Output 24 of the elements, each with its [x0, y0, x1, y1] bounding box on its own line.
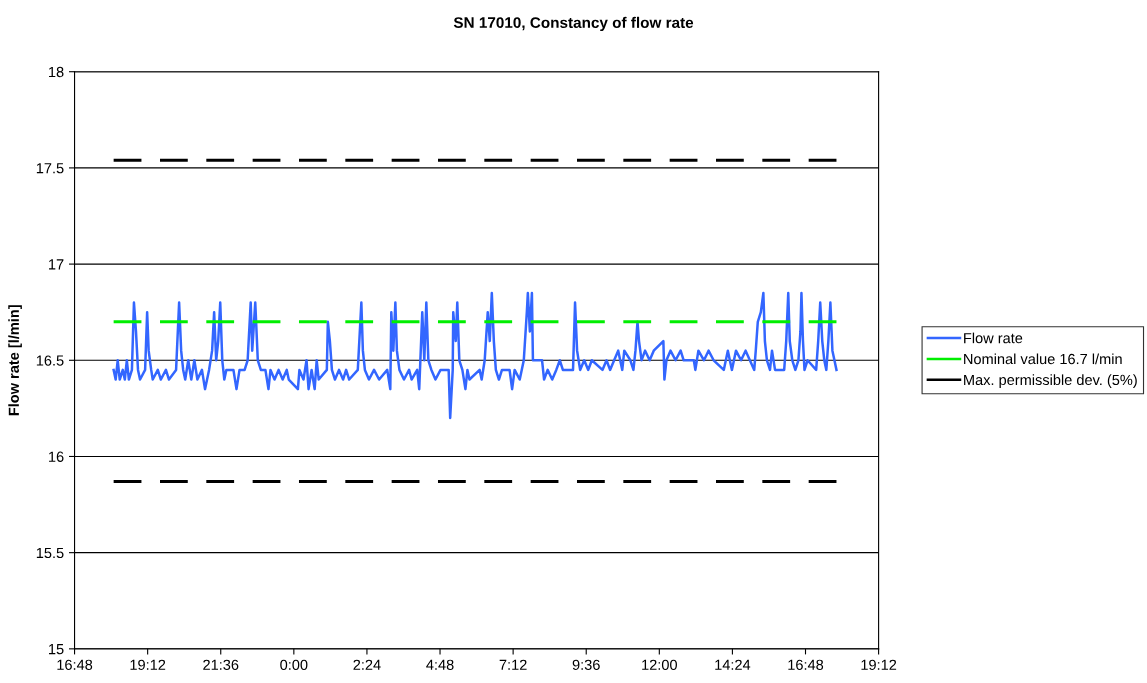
y-axis-title: Flow rate [l/min] — [8, 305, 22, 416]
y-tick-label: 16 — [49, 451, 64, 462]
legend-label: Nominal value 16.7 l/min — [964, 353, 1122, 365]
legend-label: Max. permissible dev. (5%) — [964, 374, 1137, 388]
x-tick-label: 7:12 — [499, 659, 527, 670]
y-tick-label: 16.5 — [36, 355, 64, 366]
x-tick-label: 16:48 — [57, 659, 93, 670]
y-tick-label: 15 — [49, 644, 64, 655]
x-tick-label: 19:12 — [130, 659, 166, 670]
x-tick-label: 21:36 — [203, 659, 239, 670]
y-tick-label: 17 — [49, 259, 64, 270]
x-tick-label: 19:12 — [861, 659, 897, 670]
x-tick-label: 14:24 — [715, 659, 751, 670]
x-tick-label: 4:48 — [426, 659, 454, 670]
x-tick-label: 2:24 — [353, 659, 381, 670]
chart-title: SN 17010, Constancy of flow rate — [453, 16, 694, 32]
legend-label: Flow rate — [964, 332, 1023, 344]
x-tick-label: 0:00 — [280, 659, 308, 670]
x-tick-label: 16:48 — [788, 659, 824, 670]
y-tick-label: 15.5 — [36, 547, 64, 559]
y-tick-label: 17.5 — [36, 163, 64, 174]
y-tick-label: 18 — [49, 66, 64, 78]
x-tick-label: 12:00 — [642, 659, 677, 670]
x-tick-label: 9:36 — [572, 659, 600, 670]
